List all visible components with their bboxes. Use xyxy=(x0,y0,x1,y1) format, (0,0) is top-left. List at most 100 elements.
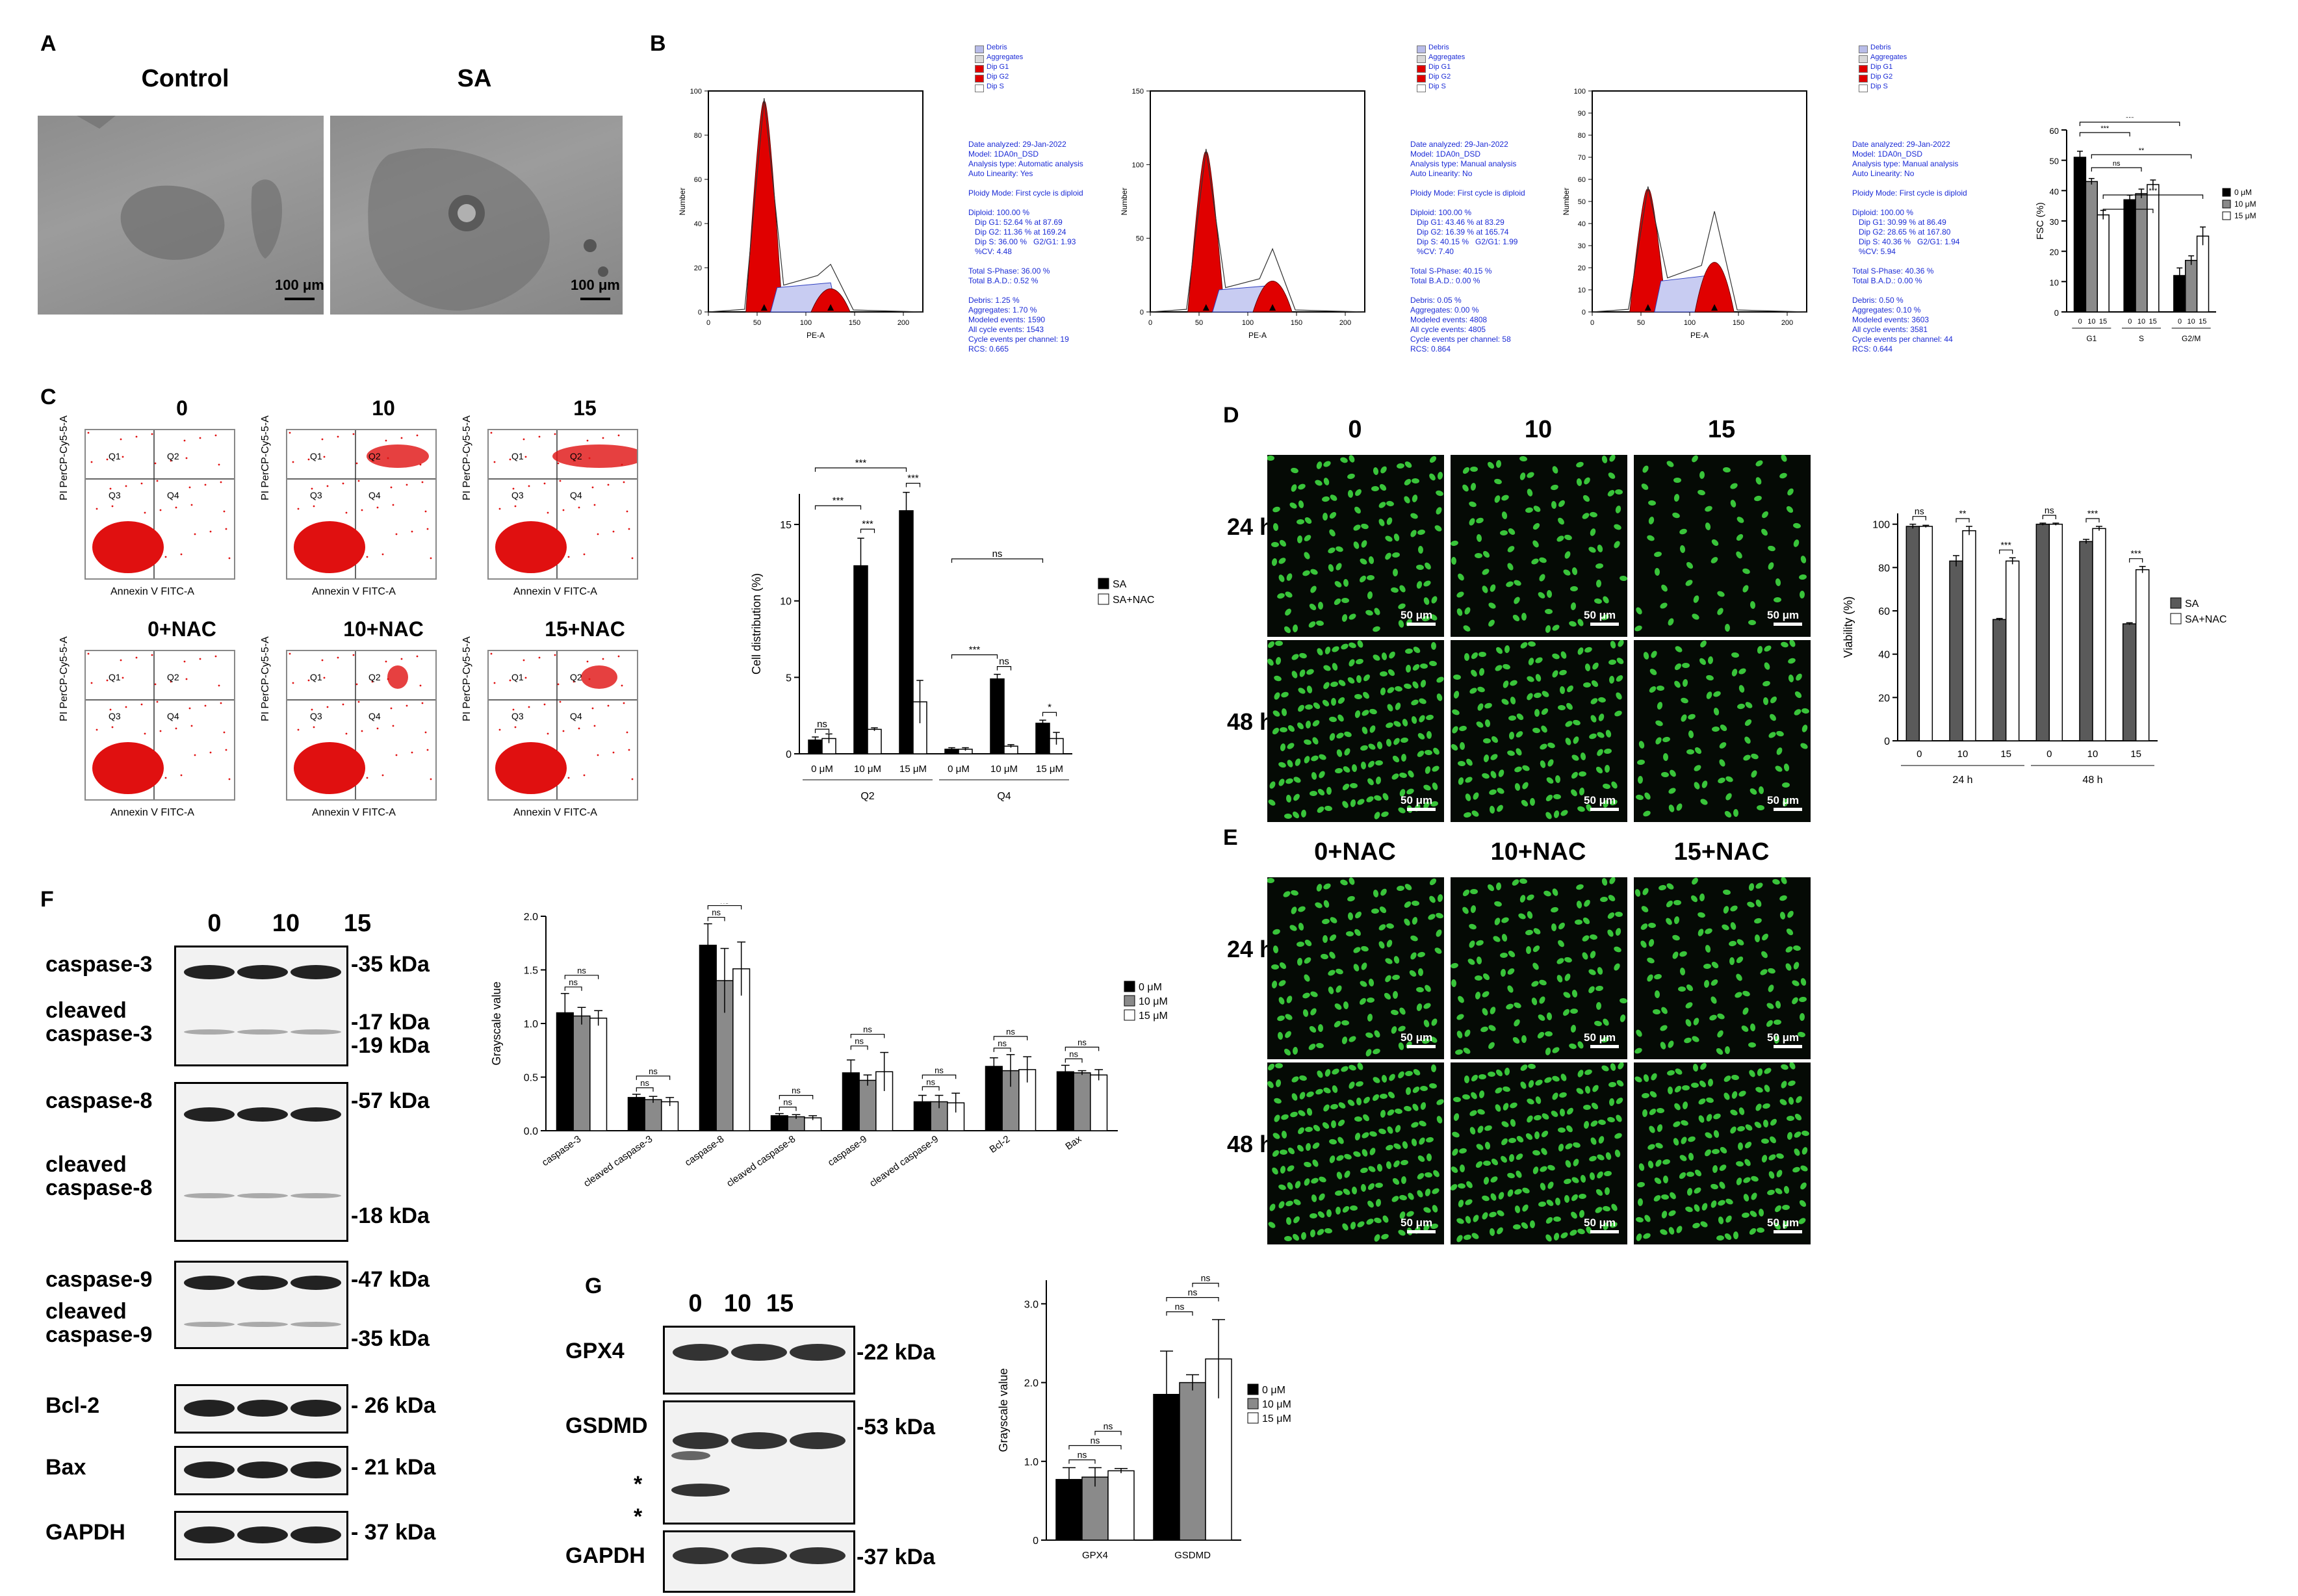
cell xyxy=(1379,906,1387,914)
cell xyxy=(1338,680,1346,686)
significance-label: ns xyxy=(640,1078,649,1088)
event-dot xyxy=(347,529,350,532)
cell xyxy=(1459,742,1465,750)
cell xyxy=(1425,1172,1432,1178)
cell xyxy=(1287,743,1295,749)
legend-swatch xyxy=(1859,75,1868,83)
cell xyxy=(1794,691,1802,699)
cell xyxy=(1761,528,1768,536)
cell xyxy=(1762,933,1768,941)
cell xyxy=(1558,704,1566,711)
cell xyxy=(1768,1154,1776,1161)
cell xyxy=(1595,985,1603,992)
cell xyxy=(1482,973,1490,981)
cell xyxy=(1781,1064,1788,1070)
cell xyxy=(1719,1181,1725,1189)
cell xyxy=(1694,1204,1700,1212)
cell xyxy=(1410,935,1418,942)
cell xyxy=(1302,570,1310,576)
legend-label: 10 μM xyxy=(1262,1399,1291,1410)
y-tick-label: 20 xyxy=(1578,264,1586,272)
bar xyxy=(1035,723,1050,754)
x-axis-label: Annexin V FITC-A xyxy=(513,586,597,597)
cell xyxy=(1289,925,1297,931)
cell xyxy=(1684,1037,1692,1044)
cell xyxy=(1767,1189,1775,1196)
cell xyxy=(1647,957,1655,964)
cell xyxy=(1692,1036,1699,1042)
cell xyxy=(1488,1025,1496,1031)
analysis-text: Total S-Phase: 36.00 % xyxy=(968,266,1050,276)
cell xyxy=(1642,1109,1648,1117)
cell xyxy=(1788,658,1796,664)
event-dot xyxy=(190,504,193,506)
significance-label: ns xyxy=(998,1038,1007,1048)
cell xyxy=(1378,941,1385,949)
blot-label: caspase-3 xyxy=(45,1022,153,1046)
cell xyxy=(1794,709,1801,715)
cell xyxy=(1381,811,1389,817)
cell xyxy=(1336,1155,1344,1161)
significance-label: *** xyxy=(2149,187,2158,195)
cell xyxy=(1755,1087,1763,1093)
cell xyxy=(1604,765,1610,773)
cell xyxy=(1381,1233,1389,1240)
cell xyxy=(1373,1048,1380,1055)
cell xyxy=(1553,793,1561,800)
column-header: 0 xyxy=(1348,416,1362,443)
cell xyxy=(1395,702,1401,710)
event-dot xyxy=(361,509,363,511)
cell xyxy=(1470,467,1478,472)
protein-band xyxy=(237,1526,288,1543)
cell xyxy=(1611,781,1618,789)
event-dot xyxy=(337,656,339,659)
cell xyxy=(1713,1130,1720,1138)
cell xyxy=(1281,708,1287,716)
event-dot xyxy=(220,481,222,483)
legend-swatch xyxy=(975,84,984,92)
significance-bracket xyxy=(636,1075,671,1080)
legend-label: 15 μM xyxy=(1262,1413,1291,1424)
cell xyxy=(1420,680,1427,688)
scale-bar xyxy=(1407,808,1436,811)
event-dot xyxy=(626,510,628,513)
cell xyxy=(1398,1042,1404,1050)
cell xyxy=(1730,1109,1738,1116)
cell xyxy=(1324,805,1332,812)
cell xyxy=(1582,513,1590,519)
cell xyxy=(1341,1066,1349,1072)
cell xyxy=(1416,564,1424,571)
significance-bracket xyxy=(779,1095,814,1100)
cell xyxy=(1718,1200,1725,1206)
g2-marker xyxy=(1269,304,1276,311)
y-tick-label: 0.5 xyxy=(524,1073,538,1084)
cell xyxy=(1399,1007,1406,1015)
panel-label-b: B xyxy=(650,31,666,56)
protein-band xyxy=(290,1526,341,1543)
cell xyxy=(1423,1003,1431,1009)
cell xyxy=(1434,525,1442,532)
cell xyxy=(1338,1102,1346,1109)
event-dot xyxy=(376,727,379,730)
cell xyxy=(1591,680,1599,688)
cell xyxy=(1360,745,1368,751)
panel-label-a: A xyxy=(40,31,57,56)
cell xyxy=(1417,1190,1423,1198)
cell xyxy=(1501,495,1509,501)
cell xyxy=(1711,1200,1717,1208)
dotplot-title: 10+NAC xyxy=(343,617,424,641)
cell xyxy=(1271,964,1279,970)
event-dot xyxy=(228,557,231,560)
cell xyxy=(1539,979,1547,986)
x-tick-label: 10 xyxy=(2087,318,2095,326)
cell xyxy=(1365,1032,1373,1038)
cell xyxy=(1329,951,1336,959)
y-tick-label: 1.0 xyxy=(1024,1457,1039,1468)
cell xyxy=(1437,472,1443,480)
cell xyxy=(1347,912,1354,920)
cell xyxy=(1529,1220,1536,1228)
cell xyxy=(1489,1211,1497,1218)
blot-membrane xyxy=(663,1326,855,1395)
analysis-text: RCS: 0.665 xyxy=(968,344,1009,354)
